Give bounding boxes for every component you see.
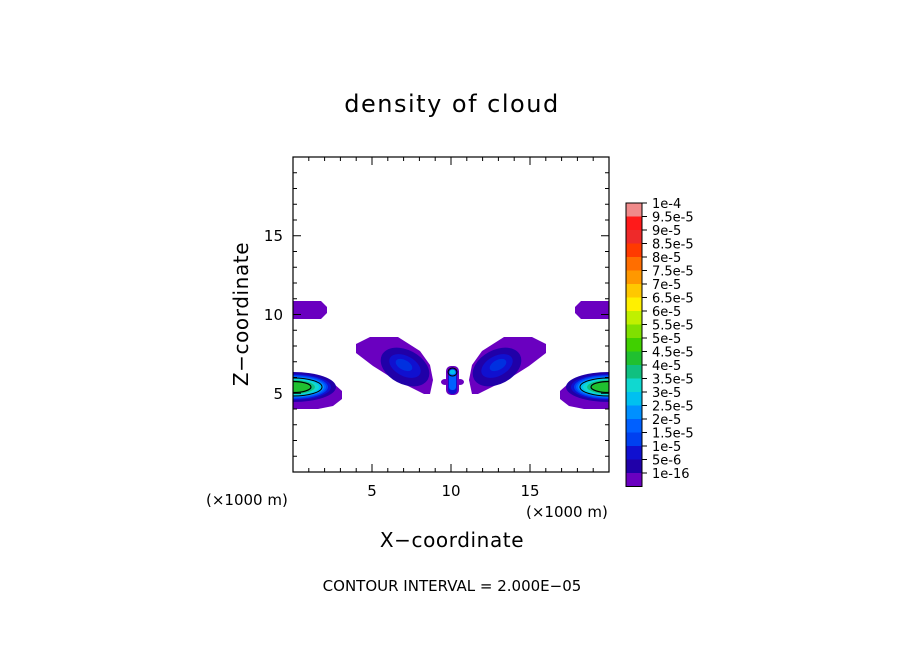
colorbar-swatch bbox=[626, 270, 642, 284]
colorbar-swatch bbox=[626, 203, 642, 217]
colorbar-swatch bbox=[626, 432, 642, 446]
colorbar-swatch bbox=[626, 392, 642, 406]
colorbar-label: 5.5e-5 bbox=[652, 319, 694, 334]
colorbar-label: 2e-5 bbox=[652, 413, 681, 428]
colorbar-swatch bbox=[626, 378, 642, 392]
contour-interval-note: CONTOUR INTERVAL = 2.000E−05 bbox=[323, 577, 582, 595]
right-upper-cloud bbox=[575, 301, 609, 319]
colorbar-label: 4e-5 bbox=[652, 359, 681, 374]
colorbar-swatch bbox=[626, 473, 642, 487]
colorbar-swatch bbox=[626, 351, 642, 365]
colorbar-label: 7.5e-5 bbox=[652, 265, 694, 280]
colorbar-swatch bbox=[626, 216, 642, 230]
colorbar-swatch bbox=[626, 230, 642, 244]
colorbar-label: 6.5e-5 bbox=[652, 292, 694, 307]
colorbar-label: 5e-6 bbox=[652, 454, 681, 469]
colorbar-swatch bbox=[626, 243, 642, 257]
y-tick-label-10: 10 bbox=[264, 306, 283, 324]
y-tick-label-15: 15 bbox=[264, 227, 283, 245]
colorbar-label: 1e-5 bbox=[652, 440, 681, 455]
colorbar-label: 3.5e-5 bbox=[652, 373, 694, 388]
colorbar-label: 1e-4 bbox=[652, 197, 681, 212]
colorbar-swatch bbox=[626, 297, 642, 311]
contour-core bbox=[489, 358, 507, 372]
x-axis-unit: (×1000 m) bbox=[526, 503, 608, 521]
colorbar-label: 1.5e-5 bbox=[652, 427, 694, 442]
colorbar-swatch bbox=[626, 446, 642, 460]
left-upper-cloud bbox=[293, 301, 327, 319]
colorbar-label: 8e-5 bbox=[652, 251, 681, 266]
left-lower-cloud bbox=[293, 372, 342, 409]
colorbar-swatch bbox=[626, 405, 642, 419]
colorbar-label: 4.5e-5 bbox=[652, 346, 694, 361]
y-axis-label: Z−coordinate bbox=[229, 242, 253, 386]
contour-level-2e-5 bbox=[449, 369, 456, 375]
contour-line bbox=[293, 377, 323, 397]
colorbar-swatch bbox=[626, 324, 642, 338]
contour-line bbox=[293, 380, 312, 394]
colorbar-label: 7e-5 bbox=[652, 278, 681, 293]
contour-level-4-5e-5 bbox=[591, 381, 609, 393]
y-tick-label-5: 5 bbox=[273, 385, 283, 403]
x-tick-label-5: 5 bbox=[367, 482, 377, 500]
colorbar-frame bbox=[625, 202, 643, 487]
x-tick-label-10: 10 bbox=[441, 482, 460, 500]
right-lower-cloud bbox=[560, 372, 609, 409]
colorbar-label: 9e-5 bbox=[652, 224, 681, 239]
colorbar-swatch bbox=[626, 365, 642, 379]
colorbar-swatch bbox=[626, 338, 642, 352]
contour-core bbox=[395, 358, 413, 372]
contour-level-4-5e-5 bbox=[293, 381, 311, 393]
contour-fills bbox=[293, 301, 609, 409]
colorbar-swatch bbox=[626, 419, 642, 433]
colorbar-label: 1e-16 bbox=[652, 467, 690, 482]
contour-level-1-5e-5 bbox=[449, 370, 456, 390]
colorbar-swatch bbox=[626, 311, 642, 325]
colorbar-label: 8.5e-5 bbox=[652, 238, 694, 253]
chart-title: density of cloud bbox=[344, 90, 559, 118]
central-column bbox=[441, 366, 464, 395]
contour-line bbox=[590, 380, 609, 394]
colorbar-label: 9.5e-5 bbox=[652, 211, 694, 226]
colorbar-swatch bbox=[626, 459, 642, 473]
colorbar-swatch bbox=[626, 257, 642, 271]
colorbar-legend: 1e-49.5e-59e-58.5e-58e-57.5e-57e-56.5e-5… bbox=[625, 197, 694, 487]
central-right-arm bbox=[469, 337, 546, 394]
plot-frame bbox=[292, 156, 610, 473]
x-axis-label: X−coordinate bbox=[380, 528, 524, 552]
colorbar-label: 3e-5 bbox=[652, 386, 681, 401]
contour-line bbox=[447, 367, 458, 377]
axis-ticks bbox=[293, 157, 609, 472]
central-left-arm bbox=[356, 337, 433, 394]
contour-line bbox=[579, 377, 609, 397]
x-tick-label-15: 15 bbox=[520, 482, 539, 500]
y-axis-unit: (×1000 m) bbox=[206, 491, 288, 509]
colorbar-label: 6e-5 bbox=[652, 305, 681, 320]
colorbar-swatch bbox=[626, 284, 642, 298]
colorbar-label: 5e-5 bbox=[652, 332, 681, 347]
colorbar-label: 2.5e-5 bbox=[652, 400, 694, 415]
